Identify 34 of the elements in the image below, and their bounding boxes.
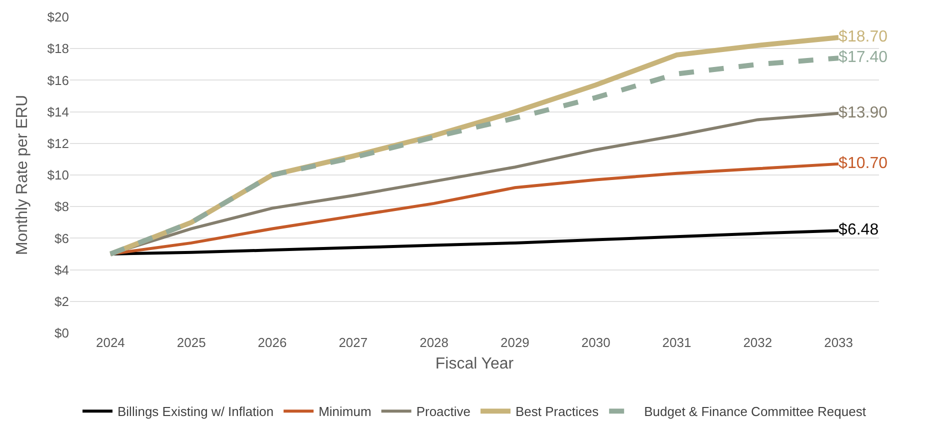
legend-label: Best Practices [516, 404, 600, 420]
x-tick-label: 2025 [176, 335, 206, 350]
legend-label: Minimum [318, 404, 372, 420]
y-tick-label: $8 [54, 199, 69, 214]
x-tick-label: 2033 [824, 335, 854, 350]
y-tick-label: $12 [47, 136, 69, 151]
x-tick-label: 2029 [500, 335, 530, 350]
y-tick-label: $4 [54, 262, 69, 278]
line-series [108, 162, 840, 256]
data-label: $17.40 [838, 49, 888, 66]
legend-label: Billings Existing w/ Inflation [118, 404, 274, 420]
y-tick-label: $14 [47, 104, 69, 120]
y-tick-label: $0 [54, 326, 69, 341]
y-tick-label: $10 [47, 168, 69, 183]
y-tick-label: $20 [47, 10, 69, 25]
data-label: $18.70 [838, 28, 888, 46]
x-axis-title: Fiscal Year [435, 356, 514, 373]
y-tick-label: $6 [54, 230, 69, 246]
x-tick-label: 2024 [96, 335, 125, 350]
x-tick-label: 2028 [420, 335, 449, 350]
x-tick-label: 2030 [581, 335, 610, 350]
data-label: $13.90 [838, 104, 888, 122]
y-tick-label: $2 [54, 294, 69, 309]
legend-label: Proactive [416, 404, 471, 420]
y-tick-label: $18 [47, 41, 69, 56]
y-axis-title: Monthly Rate per ERU [14, 94, 32, 256]
x-tick-label: 2026 [258, 335, 287, 350]
legend-label: Budget & Finance Committee Request [644, 404, 866, 420]
data-label: $6.48 [838, 222, 879, 239]
x-tick-label: 2031 [662, 335, 692, 350]
x-tick-label: 2027 [338, 335, 368, 350]
x-tick-label: 2032 [743, 335, 772, 350]
y-tick-label: $16 [47, 72, 69, 88]
data-label: $10.70 [838, 154, 888, 172]
